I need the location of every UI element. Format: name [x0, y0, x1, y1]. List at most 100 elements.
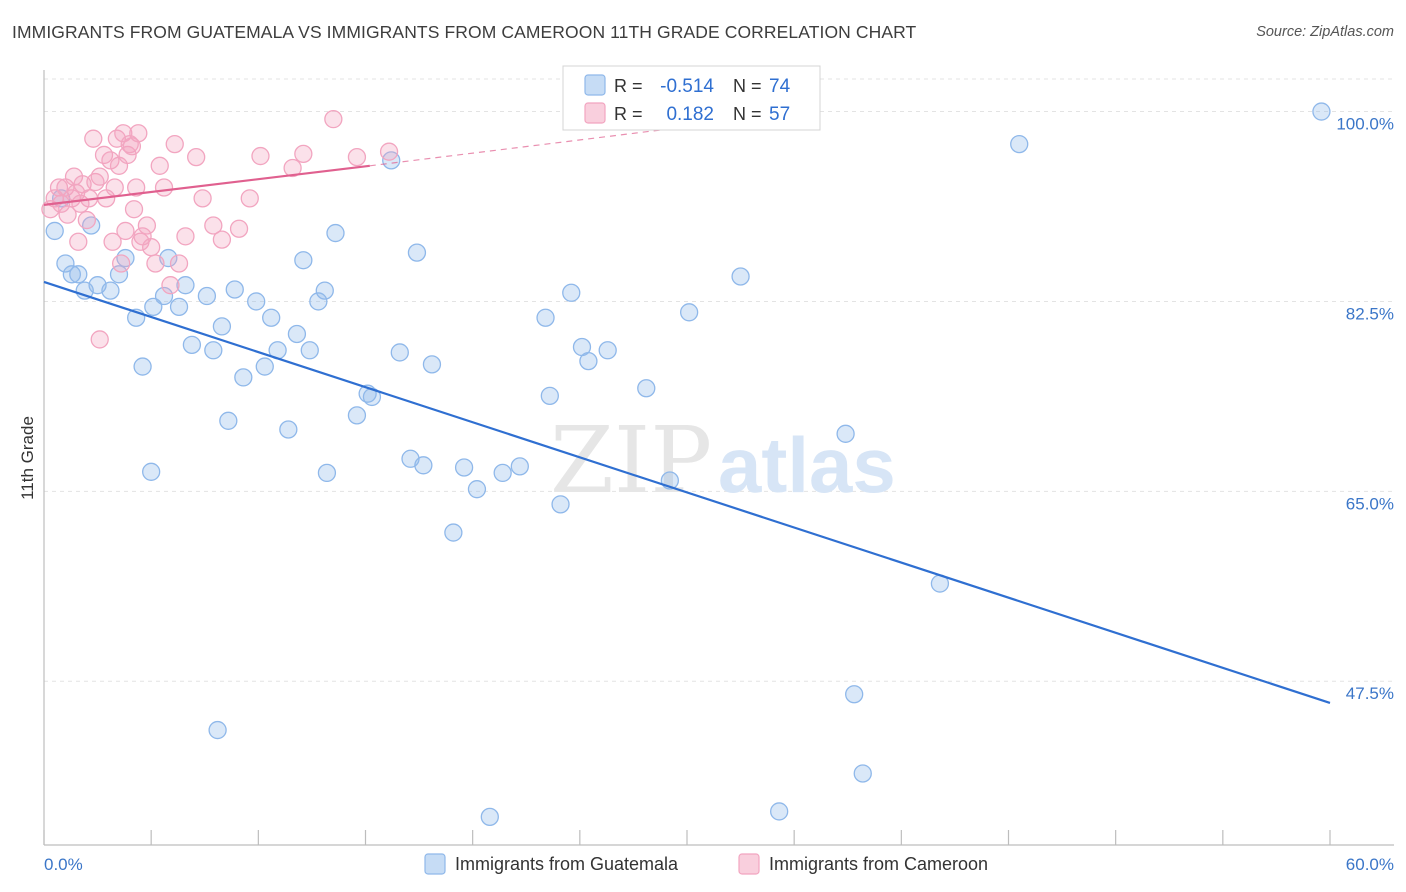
legend-swatch-cameroon	[584, 102, 606, 124]
data-point	[109, 265, 129, 284]
legend-n-label-cameroon: N =	[733, 104, 762, 124]
data-point	[240, 189, 259, 208]
data-point	[127, 178, 146, 197]
data-point	[540, 386, 559, 406]
x-tick-label-min: 0.0%	[44, 855, 83, 874]
data-point	[422, 355, 442, 374]
bottom-legend-label-cameroon: Immigrants from Cameroon	[769, 854, 988, 874]
y-tick-label: 82.5%	[1346, 304, 1394, 323]
data-point	[182, 335, 202, 355]
data-point	[467, 480, 487, 499]
x-tick-label-max: 60.0%	[1346, 855, 1394, 874]
data-point	[279, 420, 298, 439]
legend-r-label-guatemala: R =	[614, 76, 643, 96]
chart-title: IMMIGRANTS FROM GUATEMALA VS IMMIGRANTS …	[12, 22, 917, 42]
legend-r-value-guatemala: -0.514	[660, 76, 714, 97]
data-point	[114, 124, 133, 143]
data-point	[176, 227, 195, 246]
data-point	[247, 292, 266, 311]
data-point	[229, 219, 249, 238]
data-point	[287, 324, 307, 344]
y-axis-label: 11th Grade	[18, 416, 37, 500]
data-point	[197, 286, 217, 306]
legend-swatch-guatemala	[584, 74, 606, 96]
data-point	[637, 379, 656, 398]
legend-frame	[562, 65, 821, 131]
legend-n-value-guatemala: 74	[769, 76, 791, 97]
bottom-legend-swatch-cameroon	[738, 853, 760, 875]
data-point	[154, 286, 174, 306]
y-tick-label: 65.0%	[1346, 494, 1394, 513]
data-point	[90, 330, 109, 349]
data-point	[84, 129, 103, 148]
data-point	[836, 424, 855, 443]
data-point	[62, 265, 82, 284]
data-point	[390, 343, 409, 362]
data-point	[493, 463, 512, 483]
data-point	[562, 283, 581, 302]
data-point	[347, 147, 367, 167]
y-axis-tick-labels: 100.0% 82.5% 65.0% 47.5%	[1336, 115, 1394, 704]
data-point	[144, 297, 163, 317]
data-point	[444, 523, 463, 542]
data-point	[56, 254, 75, 273]
data-point	[454, 458, 474, 477]
data-point	[315, 281, 334, 300]
data-point	[105, 178, 124, 197]
data-point	[124, 200, 144, 219]
legend-n-label-guatemala: N =	[733, 76, 762, 96]
data-point	[679, 303, 699, 322]
data-point	[579, 351, 598, 371]
data-point	[204, 341, 223, 360]
y-tick-label: 47.5%	[1346, 684, 1394, 703]
data-point	[770, 802, 789, 821]
data-point	[300, 341, 319, 360]
watermark: ZIP atlas	[550, 407, 896, 514]
data-point	[103, 232, 122, 251]
data-point	[294, 251, 313, 270]
data-point	[176, 276, 195, 295]
data-point	[379, 142, 399, 161]
data-point	[414, 456, 433, 475]
data-point	[294, 144, 313, 164]
series-layer	[41, 102, 1331, 827]
data-point	[154, 178, 174, 197]
watermark-zip: ZIP	[550, 407, 712, 514]
data-point	[208, 720, 227, 740]
data-point	[347, 406, 367, 425]
data-point	[262, 308, 281, 327]
data-point	[69, 232, 88, 251]
data-point	[116, 221, 135, 241]
data-point	[853, 764, 872, 783]
bottom-legend-label-guatemala: Immigrants from Guatemala	[455, 854, 679, 874]
y-tick-label: 100.0%	[1336, 115, 1394, 134]
data-point	[551, 495, 570, 514]
bottom-legend-swatch-guatemala	[424, 853, 446, 875]
data-point	[169, 297, 189, 317]
data-point	[1010, 134, 1029, 154]
data-point	[1312, 102, 1331, 121]
trend-line-1	[43, 164, 370, 206]
data-point	[90, 167, 109, 186]
data-point	[324, 109, 343, 129]
data-point	[510, 457, 529, 476]
watermark-atlas: atlas	[718, 421, 896, 509]
data-point	[225, 280, 244, 299]
data-point	[317, 463, 337, 483]
data-point	[212, 317, 232, 336]
data-point	[129, 124, 148, 143]
data-point	[118, 145, 137, 165]
data-point	[137, 216, 157, 235]
legend-r-value-cameroon: 0.182	[666, 104, 714, 125]
data-point	[165, 134, 184, 154]
data-point	[219, 411, 238, 430]
source-label: Source: ZipAtlas.com	[1256, 24, 1394, 40]
data-point	[309, 292, 328, 311]
data-point	[69, 265, 88, 284]
data-point	[845, 685, 864, 704]
data-point	[234, 368, 253, 387]
series-1	[41, 109, 399, 349]
data-point	[480, 807, 499, 827]
data-point	[193, 189, 212, 208]
data-point	[146, 254, 165, 273]
